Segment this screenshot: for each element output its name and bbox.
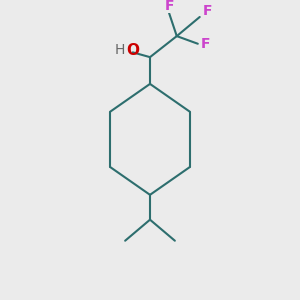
Text: O: O [126,43,139,58]
Text: F: F [164,0,174,13]
Text: F: F [201,37,210,51]
Text: F: F [202,4,212,18]
Text: H: H [114,44,124,57]
